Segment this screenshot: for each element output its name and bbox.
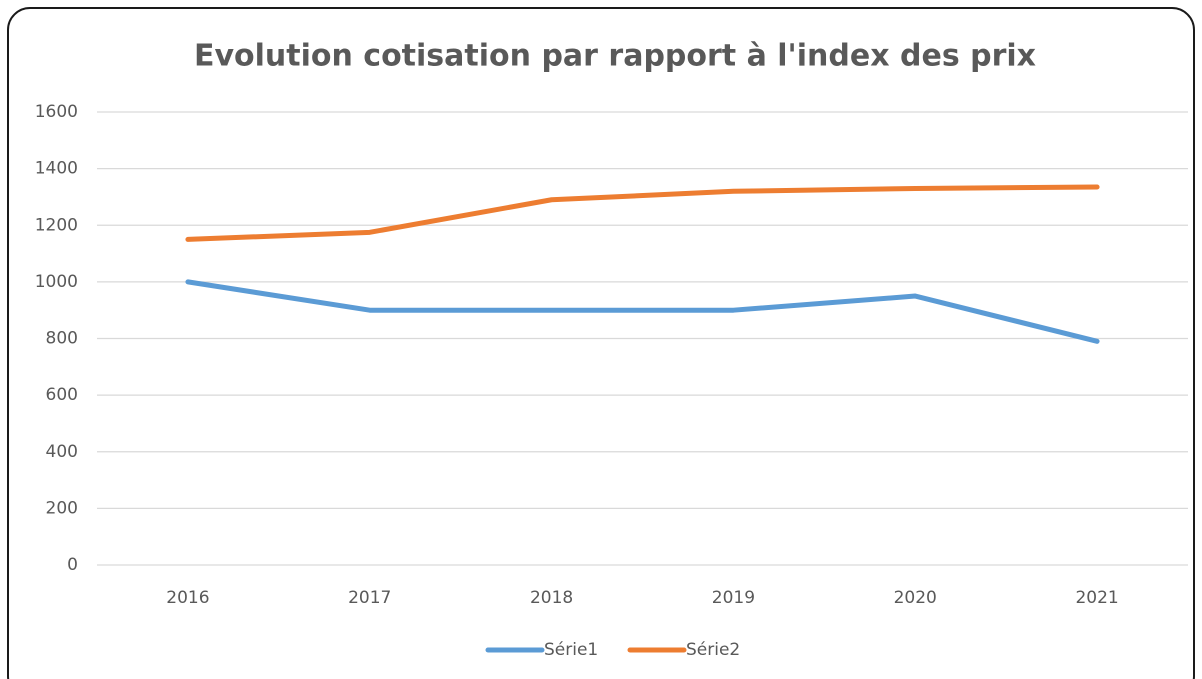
chart-title: Evolution cotisation par rapport à l'ind… xyxy=(194,39,1036,74)
y-tick-label: 1600 xyxy=(35,102,78,122)
x-tick-label: 2018 xyxy=(530,588,573,608)
y-tick-label: 400 xyxy=(46,442,78,462)
y-tick-label: 1000 xyxy=(35,272,78,292)
x-tick-label: 2020 xyxy=(894,588,937,608)
x-tick-label: 2016 xyxy=(166,588,209,608)
y-tick-label: 1400 xyxy=(35,159,78,179)
series-line xyxy=(185,184,1100,242)
x-tick-label: 2021 xyxy=(1075,588,1118,608)
chart-border xyxy=(7,7,1195,679)
legend-label: Série1 xyxy=(544,640,598,660)
y-tick-label: 800 xyxy=(46,329,78,349)
x-tick-label: 2017 xyxy=(348,588,391,608)
x-tick-label: 2019 xyxy=(712,588,755,608)
series-line xyxy=(185,279,1100,344)
y-tick-label: 600 xyxy=(46,385,78,405)
legend-label: Série2 xyxy=(686,640,740,660)
y-tick-label: 1200 xyxy=(35,215,78,235)
y-tick-label: 200 xyxy=(46,498,78,518)
y-tick-label: 0 xyxy=(67,555,78,575)
